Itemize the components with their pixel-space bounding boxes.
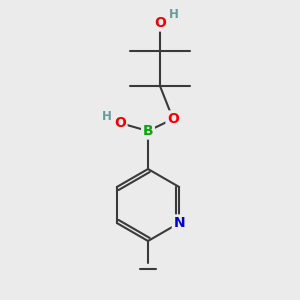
Text: B: B (143, 124, 153, 138)
Text: O: O (167, 112, 179, 126)
Text: H: H (169, 8, 179, 22)
Text: O: O (114, 116, 126, 130)
Text: O: O (154, 16, 166, 30)
Text: N: N (173, 216, 185, 230)
Text: H: H (102, 110, 112, 124)
